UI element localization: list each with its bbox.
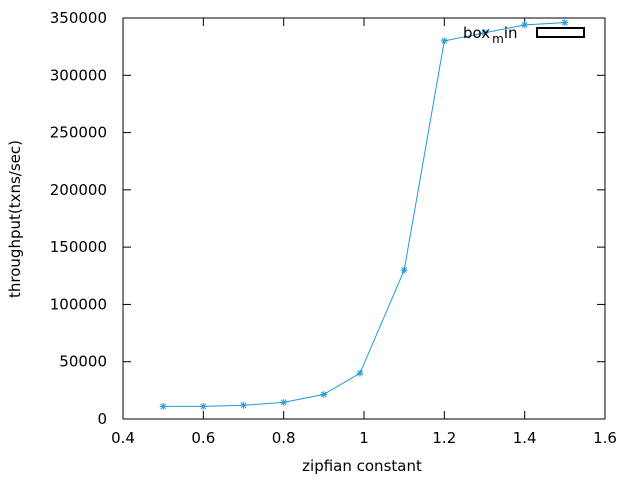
y-tick-label: 50000 — [59, 353, 107, 371]
data-point — [561, 19, 569, 27]
y-tick-label: 200000 — [50, 181, 107, 199]
axis-ticks — [123, 18, 605, 419]
y-tick-label: 300000 — [50, 66, 107, 84]
axis-tick-labels: 0.4 0.6 0.8 1 1.2 1.4 1.6 0 50000 100000 150000 200… — [50, 9, 617, 447]
y-tick-label: 0 — [97, 410, 107, 428]
y-axis-label: throughput(txns/sec) — [6, 140, 24, 298]
y-tick-label: 150000 — [50, 238, 107, 256]
data-point — [320, 390, 328, 398]
plot-area-frame — [122, 17, 606, 420]
data-point — [199, 402, 207, 410]
x-tick-label: 1 — [359, 429, 369, 447]
data-point — [280, 398, 288, 406]
x-axis-label: zipfian constant — [302, 457, 422, 475]
x-tick-label: 0.6 — [191, 429, 215, 447]
data-point — [481, 29, 488, 37]
y-tick-label: 350000 — [50, 9, 107, 27]
x-tick-label: 0.4 — [111, 429, 135, 447]
legend-sample-box — [536, 27, 585, 38]
x-tick-label: 1.2 — [432, 429, 456, 447]
data-point — [521, 21, 529, 29]
legend-label: box min — [463, 24, 518, 46]
y-tick-label: 250000 — [50, 124, 107, 142]
data-point — [440, 37, 448, 45]
x-tick-label: 1.6 — [593, 429, 617, 447]
legend-label-main: box — [463, 24, 490, 42]
data-point — [159, 402, 167, 410]
legend-label-tail: in — [504, 24, 518, 42]
legend: box min — [463, 24, 585, 46]
series-layer — [159, 19, 569, 410]
x-tick-label: 0.8 — [272, 429, 296, 447]
series-line — [163, 22, 565, 407]
legend-label-subscript: m — [492, 32, 504, 46]
data-point — [400, 266, 408, 274]
data-point — [240, 401, 247, 409]
x-tick-label: 1.4 — [513, 429, 537, 447]
y-tick-label: 100000 — [50, 295, 107, 313]
data-point — [356, 369, 364, 377]
